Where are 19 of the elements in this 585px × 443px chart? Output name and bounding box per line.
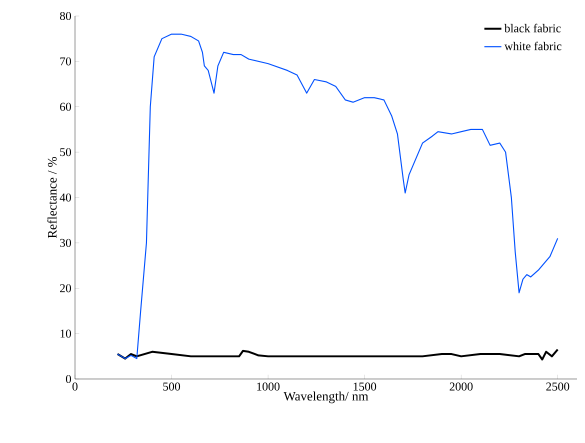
y-tick-label: 10: [60, 330, 72, 338]
y-tick-label: 60: [60, 102, 72, 111]
x-tick-label: 500: [163, 382, 180, 391]
y-tick-label: 40: [60, 193, 72, 202]
y-tick-label: 70: [60, 57, 72, 66]
x-tick-label: 1500: [354, 382, 376, 391]
y-tick-label: 80: [60, 12, 72, 20]
y-tick-label: 30: [60, 238, 72, 247]
legend-label: black fabric: [504, 24, 561, 32]
y-tick-label: 20: [60, 284, 72, 292]
x-tick-label: 0: [72, 382, 78, 391]
x-tick-label: 2500: [546, 382, 570, 391]
y-tick-label: 50: [60, 148, 72, 156]
y-axis-title: Reflectance / %: [47, 156, 57, 238]
x-axis-title: Wavelength/ nm: [284, 391, 368, 404]
x-tick-label: 2000: [450, 382, 473, 391]
x-tick-label: 1000: [257, 382, 280, 391]
y-tick-label: 0: [66, 374, 72, 384]
legend-label: white fabric: [504, 42, 562, 50]
